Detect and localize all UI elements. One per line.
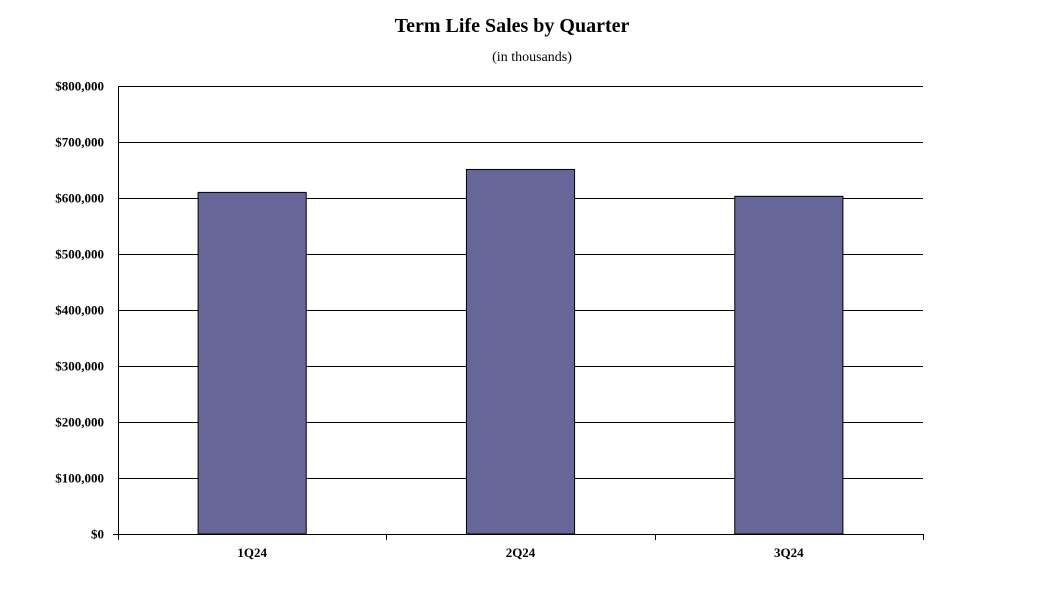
x-tick-label: 1Q24: [237, 545, 267, 560]
y-tick-label: $500,000: [55, 247, 104, 262]
x-tick-label: 3Q24: [774, 545, 804, 560]
y-tick-label: $100,000: [55, 471, 104, 486]
chart-title: Term Life Sales by Quarter: [394, 15, 630, 37]
y-tick-label: $200,000: [55, 415, 104, 430]
bar: [465, 168, 576, 535]
y-tick-label: $300,000: [55, 359, 104, 374]
y-tick-label: $400,000: [55, 303, 104, 318]
y-tick-label: $700,000: [55, 135, 104, 150]
bar: [734, 195, 844, 535]
y-tick-label: $0: [91, 527, 104, 542]
bar: [197, 191, 307, 535]
chart-subtitle: (in thousands): [492, 50, 572, 65]
y-tick-label: $800,000: [55, 79, 104, 94]
y-tick-label: $600,000: [55, 191, 104, 206]
x-tick-label: 2Q24: [506, 545, 536, 560]
